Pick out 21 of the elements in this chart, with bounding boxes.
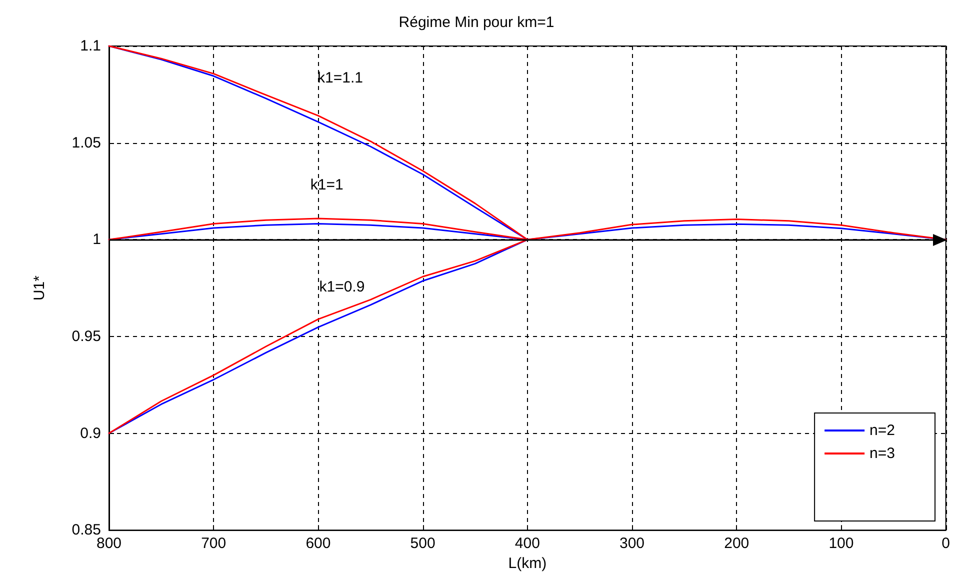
- chart-title: Régime Min pour km=1: [398, 14, 554, 31]
- x-tick-label: 400: [514, 535, 540, 552]
- x-tick-label: 0: [942, 535, 950, 552]
- x-axis-title: L(km): [508, 555, 547, 572]
- legend-label: n=3: [870, 445, 896, 462]
- y-tick-label: 1.05: [72, 134, 101, 152]
- y-axis-title: U1*: [31, 275, 48, 301]
- y-tick-label: 1: [92, 231, 101, 248]
- x-tick-label: 600: [306, 535, 331, 552]
- annotation: k1=0.9: [319, 278, 365, 296]
- x-tick-label: 500: [410, 535, 436, 552]
- x-tick-label: 100: [828, 535, 854, 552]
- legend-label: n=2: [870, 422, 896, 439]
- y-tick-label: 1.1: [80, 38, 101, 54]
- y-tick-label: 0.95: [72, 328, 101, 345]
- x-tick-label: 700: [201, 535, 226, 552]
- x-tick-label: 300: [620, 535, 645, 552]
- annotation: k1=1: [310, 176, 344, 194]
- y-tick-label: 0.9: [80, 424, 101, 442]
- x-tick-label: 200: [724, 535, 750, 552]
- annotation: k1=1.1: [318, 70, 364, 87]
